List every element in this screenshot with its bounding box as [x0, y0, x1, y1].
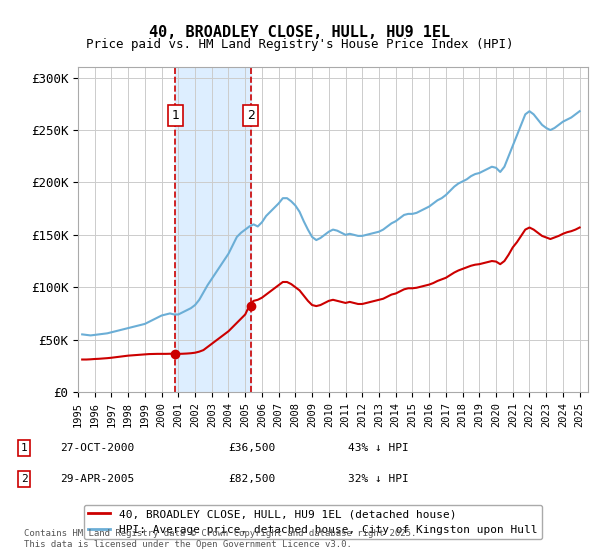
Bar — [175, 67, 251, 392]
Text: Price paid vs. HM Land Registry's House Price Index (HPI): Price paid vs. HM Land Registry's House … — [86, 38, 514, 51]
Text: 2: 2 — [247, 109, 254, 122]
Text: 1: 1 — [20, 443, 28, 453]
Text: 43% ↓ HPI: 43% ↓ HPI — [348, 443, 409, 453]
Text: 29-APR-2005: 29-APR-2005 — [60, 474, 134, 484]
Text: Contains HM Land Registry data © Crown copyright and database right 2025.
This d: Contains HM Land Registry data © Crown c… — [24, 529, 416, 549]
Text: £82,500: £82,500 — [228, 474, 275, 484]
Legend: 40, BROADLEY CLOSE, HULL, HU9 1EL (detached house), HPI: Average price, detached: 40, BROADLEY CLOSE, HULL, HU9 1EL (detac… — [83, 505, 542, 539]
Text: 27-OCT-2000: 27-OCT-2000 — [60, 443, 134, 453]
Text: 1: 1 — [172, 109, 179, 122]
Text: 2: 2 — [20, 474, 28, 484]
Text: £36,500: £36,500 — [228, 443, 275, 453]
Text: 40, BROADLEY CLOSE, HULL, HU9 1EL: 40, BROADLEY CLOSE, HULL, HU9 1EL — [149, 25, 451, 40]
Text: 32% ↓ HPI: 32% ↓ HPI — [348, 474, 409, 484]
